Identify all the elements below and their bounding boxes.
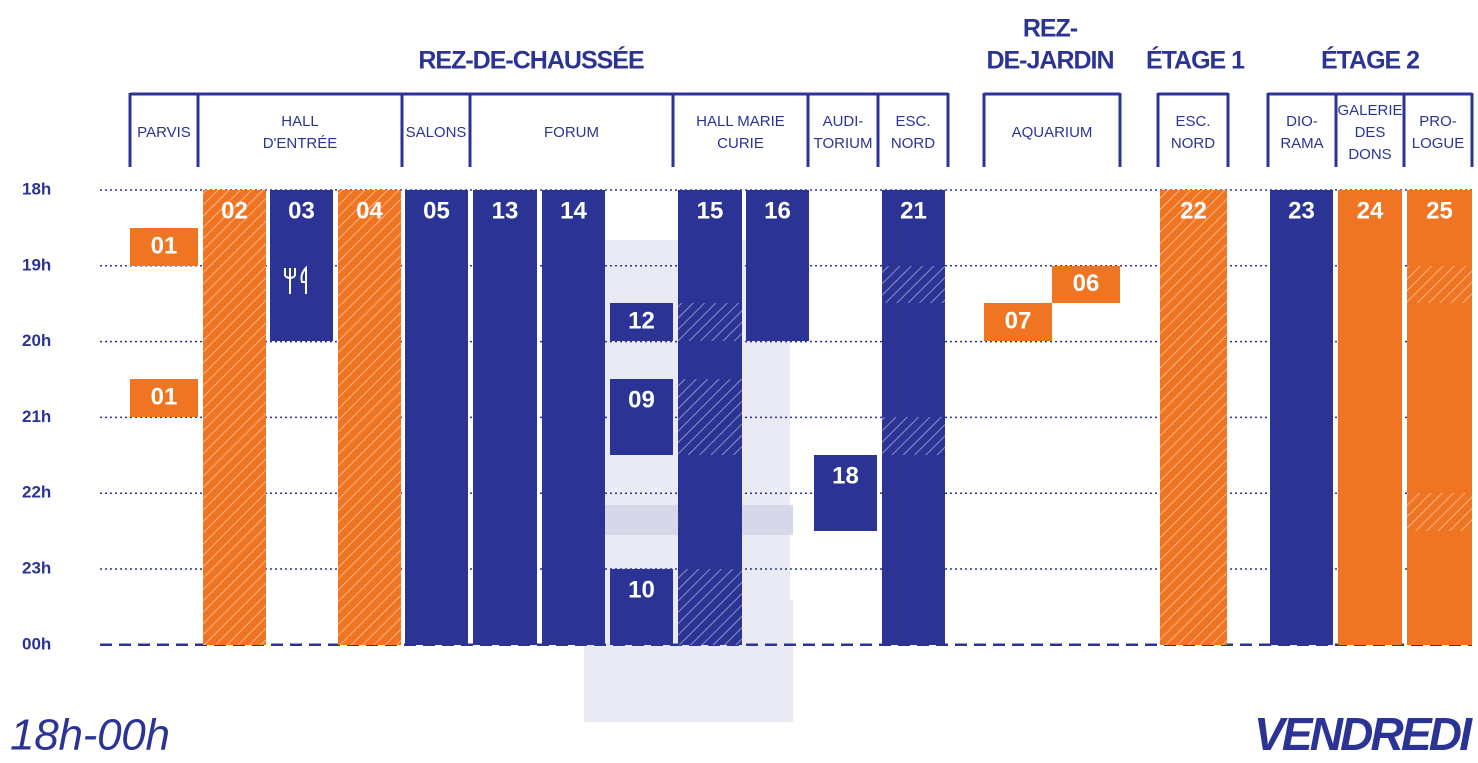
session-number: 06 xyxy=(1073,270,1100,297)
hour-label: 22h xyxy=(22,483,51,502)
session-block xyxy=(1338,190,1402,645)
hatch xyxy=(1160,190,1227,645)
room-label: GALERIE xyxy=(1337,102,1402,119)
session-block xyxy=(1270,190,1333,645)
session-block xyxy=(610,379,673,455)
room-label: TORIUM xyxy=(814,135,873,152)
session-number: 05 xyxy=(423,197,450,224)
room-label: HALL MARIE xyxy=(696,113,785,130)
session-block xyxy=(130,228,198,266)
room-label: NORD xyxy=(1171,135,1215,152)
room-label: DES xyxy=(1355,124,1386,141)
room-label: PRO- xyxy=(1419,113,1457,130)
room-label: LOGUE xyxy=(1412,135,1465,152)
hour-label: 19h xyxy=(22,255,51,274)
header: REZ-DE-CHAUSSÉE PARVIS HALL D'ENTRÉE SALONS F… xyxy=(128,15,1474,167)
day: VENDREDI xyxy=(1254,708,1473,760)
session-number: 09 xyxy=(628,386,655,413)
session-number: 02 xyxy=(221,197,248,224)
room-label: PARVIS xyxy=(137,124,191,141)
session-number: 12 xyxy=(628,307,655,334)
session-block xyxy=(746,190,809,341)
session-block xyxy=(1407,190,1472,645)
session-number: 24 xyxy=(1357,197,1384,224)
session-block xyxy=(542,190,605,645)
session-block xyxy=(610,569,673,645)
hatch xyxy=(882,266,945,303)
dining-icon xyxy=(284,265,307,294)
session-block xyxy=(984,303,1052,341)
session-number: 01 xyxy=(151,232,178,259)
session-number: 14 xyxy=(560,197,587,224)
session-number: 13 xyxy=(492,197,519,224)
session-number: 07 xyxy=(1005,307,1032,334)
floor-label: REZ- xyxy=(1023,15,1078,43)
session-number: 01 xyxy=(151,383,178,410)
hatch xyxy=(882,417,945,455)
room-label: AQUARIUM xyxy=(1012,124,1093,141)
room-label: NORD xyxy=(891,135,935,152)
floor-label: ÉTAGE 2 xyxy=(1321,46,1419,75)
session-number: 22 xyxy=(1180,197,1207,224)
room-label: DIO- xyxy=(1286,113,1318,130)
session-number: 10 xyxy=(628,576,655,603)
hour-label: 00h xyxy=(22,634,51,653)
session-block xyxy=(473,190,537,645)
session-number: 04 xyxy=(356,197,383,224)
hour-label: 18h xyxy=(22,179,51,198)
room-label: ESC. xyxy=(1175,113,1210,130)
room-label: D'ENTRÉE xyxy=(263,135,338,152)
room-label: RAMA xyxy=(1280,135,1323,152)
room-label: FORUM xyxy=(544,124,599,141)
hour-label: 21h xyxy=(22,407,51,426)
session-number: 23 xyxy=(1288,197,1315,224)
session-number: 03 xyxy=(288,197,315,224)
session-block xyxy=(270,190,333,341)
room-label: CURIE xyxy=(717,135,764,152)
hatch xyxy=(203,190,266,645)
session-block xyxy=(610,303,673,341)
hatch xyxy=(1407,266,1472,303)
hour-label: 20h xyxy=(22,331,51,350)
session-number: 25 xyxy=(1426,197,1453,224)
room-label: ESC. xyxy=(895,113,930,130)
session-number: 18 xyxy=(832,462,859,489)
hatch xyxy=(678,303,742,341)
session-block xyxy=(405,190,468,645)
floor-label: ÉTAGE 1 xyxy=(1146,46,1245,75)
room-label: HALL xyxy=(281,113,319,130)
floor-label: DE-JARDIN xyxy=(986,47,1113,75)
room-label: AUDI- xyxy=(823,113,864,130)
hour-label: 23h xyxy=(22,558,51,577)
time-range: 18h-00h xyxy=(10,711,170,760)
session-number: 15 xyxy=(697,197,724,224)
session-block xyxy=(814,455,877,531)
session-block xyxy=(130,379,198,417)
hatch xyxy=(678,379,742,455)
floor-label: REZ-DE-CHAUSSÉE xyxy=(418,46,644,75)
hatch xyxy=(1407,493,1472,531)
hatch xyxy=(338,190,401,645)
session-number: 16 xyxy=(764,197,791,224)
hatch xyxy=(678,569,742,645)
blocks: 01 01 02 03 04 05 13 14 12 09 10 15 16 18 21 06 07 22 23 24… xyxy=(130,190,1472,645)
session-block xyxy=(1052,266,1120,303)
session-number: 21 xyxy=(900,197,927,224)
room-label: DONS xyxy=(1348,146,1391,163)
room-label: SALONS xyxy=(406,124,467,141)
